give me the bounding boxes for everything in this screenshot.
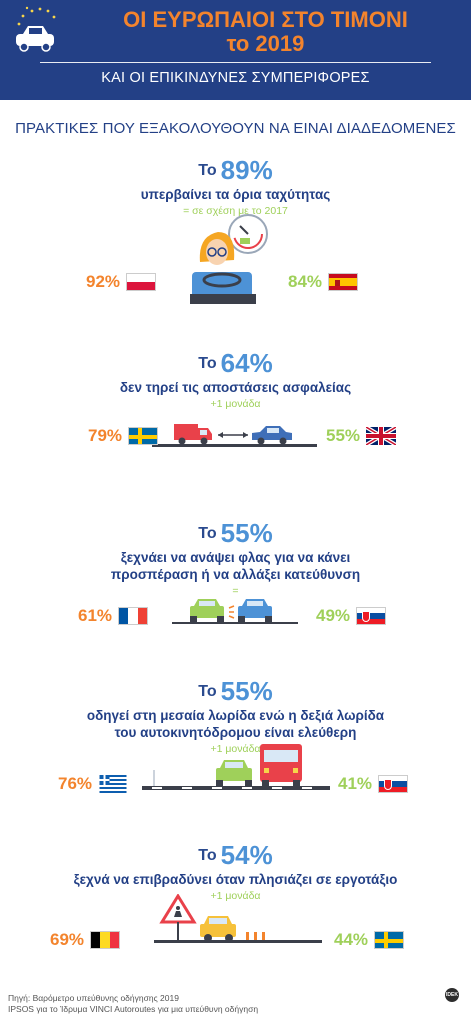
country-value: 76%: [58, 774, 93, 793]
stat-percent: Το 55%: [0, 518, 471, 549]
uk-flag-icon: [366, 427, 397, 445]
country-right-1: 84%: [288, 272, 359, 292]
country-left-1: 92%: [86, 272, 157, 292]
stat-value: 55%: [220, 676, 273, 706]
country-right-3: 49%: [316, 606, 387, 626]
stat-description-line-1: οδηγεί στη μεσαία λωρίδα ενώ η δεξιά λωρ…: [86, 708, 385, 723]
country-left-4: 76%: [58, 774, 128, 794]
belgium-flag-icon: [90, 931, 121, 949]
country-value: 49%: [316, 606, 351, 625]
spain-flag-icon: [328, 273, 359, 291]
greece-flag-icon: [99, 775, 127, 793]
stat-prefix: Το: [198, 355, 217, 372]
stat-description-line-2: του αυτοκινητόδρομου είναι ελεύθερη: [114, 725, 357, 740]
stat-block-speeding: Το 89% υπερβαίνει τα όρια ταχύτητας = σε …: [0, 155, 471, 217]
stat-block-roadworks: Το 54% ξεχνά να επιβραδύνει όταν πλησιάζε…: [0, 840, 471, 902]
stat-description-line-2: προσπέραση ή να αλλάξει κατεύθυνση: [110, 567, 361, 582]
source-line-1: Πηγή: Βαρόμετρο υπεύθυνης οδήγησης 2019: [8, 993, 179, 1003]
poland-flag-icon: [126, 273, 157, 291]
stat-value: 55%: [220, 518, 273, 548]
stat-block-middle-lane: Το 55% οδηγεί στη μεσαία λωρίδα ενώ η δεξ…: [0, 676, 471, 755]
section-title: ΠΡΑΚΤΙΚΕΣ ΠΟΥ ΕΞΑΚΟΛΟΥΘΟΥΝ ΝΑ ΕΙΝΑΙ ΔΙΑΔ…: [15, 120, 456, 137]
stat-prefix: Το: [198, 847, 217, 864]
slovakia-flag-icon: [356, 607, 387, 625]
stat-description: δεν τηρεί τις αποστάσεις ασφαλείας: [119, 380, 352, 395]
stat-percent: Το 54%: [0, 840, 471, 871]
stat-change: +1 μονάδα: [210, 890, 261, 902]
roadworks-car-icon: [154, 894, 322, 943]
stat-prefix: Το: [198, 525, 217, 542]
sweden-flag-icon: [374, 931, 405, 949]
country-value: 79%: [88, 426, 123, 445]
slovakia-flag-icon: [378, 775, 409, 793]
country-value: 69%: [50, 930, 85, 949]
country-value: 41%: [338, 774, 373, 793]
country-value: 61%: [78, 606, 113, 625]
stat-change: +1 μονάδα: [210, 398, 261, 410]
stat-change: +1 μονάδα: [210, 743, 261, 755]
stat-description: ξεχνά να επιβραδύνει όταν πλησιάζει σε ε…: [73, 872, 398, 887]
country-value: 55%: [326, 426, 361, 445]
stat-block-indicator: Το 55% ξεχνάει να ανάψει φλας για να κάνε…: [0, 518, 471, 597]
france-flag-icon: [118, 607, 149, 625]
stat-value: 64%: [220, 348, 273, 378]
stat-change: =: [232, 585, 239, 597]
car-bus-lane-icon: [142, 744, 330, 790]
truck-car-distance-icon: [152, 424, 317, 447]
country-value: 84%: [288, 272, 323, 291]
stat-percent: Το 55%: [0, 676, 471, 707]
publisher-logo: IDEK: [445, 988, 459, 1002]
car-with-stars-icon: [16, 6, 56, 52]
country-value: 92%: [86, 272, 121, 291]
source-note: Πηγή: Βαρόμετρο υπεύθυνης οδήγησης 2019 …: [8, 993, 258, 1015]
header-subtitle: ΚΑΙ ΟΙ ΕΠΙΚΙΝΔΥΝΕΣ ΣΥΜΠΕΡΙΦΟΡΕΣ: [101, 70, 370, 86]
source-line-2: IPSOS για το Ίδρυμα VINCI Autoroutes για…: [8, 1004, 259, 1014]
sweden-flag-icon: [128, 427, 159, 445]
stat-change: = σε σχέση με το 2017: [183, 205, 288, 217]
country-right-5: 44%: [334, 930, 405, 950]
title-line-2: το 2019: [226, 31, 305, 56]
country-right-4: 41%: [338, 774, 409, 794]
title-line-1: ΟΙ ΕΥΡΩΠΑΙΟΙ ΣΤΟ ΤΙΜΟΝΙ: [123, 7, 408, 32]
header-banner: ΟΙ ΕΥΡΩΠΑΙΟΙ ΣΤΟ ΤΙΜΟΝΙ το 2019 ΚΑΙ ΟΙ Ε…: [0, 0, 471, 100]
country-left-2: 79%: [88, 426, 159, 446]
stat-description: υπερβαίνει τα όρια ταχύτητας: [140, 187, 331, 202]
stat-value: 89%: [220, 155, 273, 185]
stat-value: 54%: [220, 840, 273, 870]
stat-percent: Το 64%: [0, 348, 471, 379]
country-left-3: 61%: [78, 606, 149, 626]
country-value: 44%: [334, 930, 369, 949]
stat-prefix: Το: [198, 162, 217, 179]
stat-percent: Το 89%: [0, 155, 471, 186]
cars-indicator-icon: [172, 599, 298, 624]
header-divider: [40, 62, 431, 63]
stat-prefix: Το: [198, 683, 217, 700]
driver-speedometer-icon: [190, 214, 268, 304]
country-right-2: 55%: [326, 426, 397, 446]
stat-block-distance: Το 64% δεν τηρεί τις αποστάσεις ασφαλείας…: [0, 348, 471, 410]
stat-description-line-1: ξεχνάει να ανάψει φλας για να κάνει: [120, 550, 351, 565]
country-left-5: 69%: [50, 930, 121, 950]
main-title: ΟΙ ΕΥΡΩΠΑΙΟΙ ΣΤΟ ΤΙΜΟΝΙ το 2019: [80, 8, 451, 56]
